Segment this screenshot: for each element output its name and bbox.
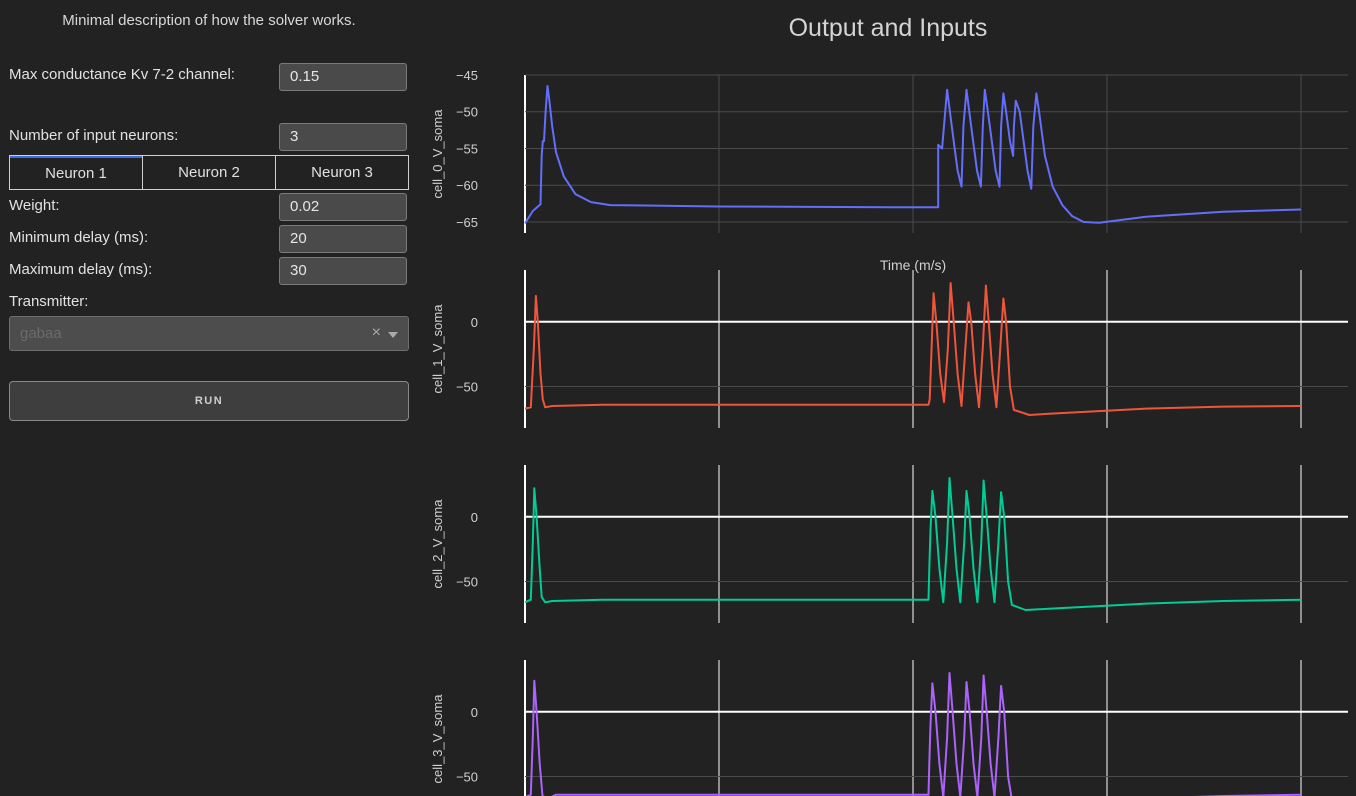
chevron-down-icon[interactable] bbox=[388, 332, 398, 338]
chart-title: Output and Inputs bbox=[789, 14, 988, 42]
num-neurons-input[interactable]: 3 bbox=[279, 123, 407, 151]
y-tick-label: −50 bbox=[456, 770, 478, 785]
y-tick-label: −45 bbox=[456, 68, 478, 83]
y-tick-label: −55 bbox=[456, 141, 478, 156]
y-axis-label: cell_0_V_soma bbox=[430, 109, 445, 199]
transmitter-label: Transmitter: bbox=[9, 293, 89, 310]
y-tick-label: −50 bbox=[456, 575, 478, 590]
tab-neuron-2[interactable]: Neuron 2 bbox=[142, 156, 275, 189]
y-tick-label: −65 bbox=[456, 215, 478, 230]
y-tick-label: 0 bbox=[471, 510, 478, 525]
y-tick-label: 0 bbox=[471, 705, 478, 720]
series-line-cell_3_V_soma bbox=[525, 672, 1302, 796]
solver-description-link[interactable]: Minimal description of how the solver wo… bbox=[62, 12, 356, 29]
y-axis-label: cell_3_V_soma bbox=[430, 694, 445, 784]
max-delay-label: Maximum delay (ms): bbox=[9, 261, 153, 278]
y-tick-label: −50 bbox=[456, 380, 478, 395]
clear-icon[interactable]: × bbox=[371, 324, 381, 341]
tab-neuron-3[interactable]: Neuron 3 bbox=[275, 156, 408, 189]
neuron-tabs: Neuron 1 Neuron 2 Neuron 3 bbox=[9, 155, 409, 190]
min-delay-label: Minimum delay (ms): bbox=[9, 229, 149, 246]
num-neurons-label: Number of input neurons: bbox=[9, 127, 179, 144]
min-delay-input[interactable]: 20 bbox=[279, 225, 407, 253]
run-button[interactable]: RUN bbox=[9, 381, 409, 421]
series-line-cell_2_V_soma bbox=[524, 477, 1302, 611]
transmitter-select[interactable]: gabaa × bbox=[9, 316, 409, 351]
y-axis-label: cell_1_V_soma bbox=[430, 304, 445, 394]
transmitter-value: gabaa bbox=[20, 325, 62, 342]
control-panel: Minimal description of how the solver wo… bbox=[0, 0, 420, 796]
weight-label: Weight: bbox=[9, 197, 60, 214]
tab-neuron-1[interactable]: Neuron 1 bbox=[10, 156, 142, 189]
max-delay-input[interactable]: 30 bbox=[279, 257, 407, 285]
kv-conductance-input[interactable]: 0.15 bbox=[279, 63, 407, 91]
y-tick-label: −50 bbox=[456, 105, 478, 120]
weight-input[interactable]: 0.02 bbox=[279, 193, 407, 221]
y-tick-label: 0 bbox=[471, 315, 478, 330]
x-axis-label: Time (m/s) bbox=[880, 257, 946, 273]
chart-area: Output and Inputs −45 −50 −55 −60 −65 cell_0_V… bbox=[430, 14, 1348, 796]
series-line-cell_0_V_soma bbox=[524, 85, 1302, 224]
y-tick-label: −60 bbox=[456, 178, 478, 193]
y-axis-label: cell_2_V_soma bbox=[430, 499, 445, 589]
kv-conductance-label: Max conductance Kv 7-2 channel: bbox=[9, 66, 235, 83]
series-line-cell_1_V_soma bbox=[524, 282, 1302, 416]
